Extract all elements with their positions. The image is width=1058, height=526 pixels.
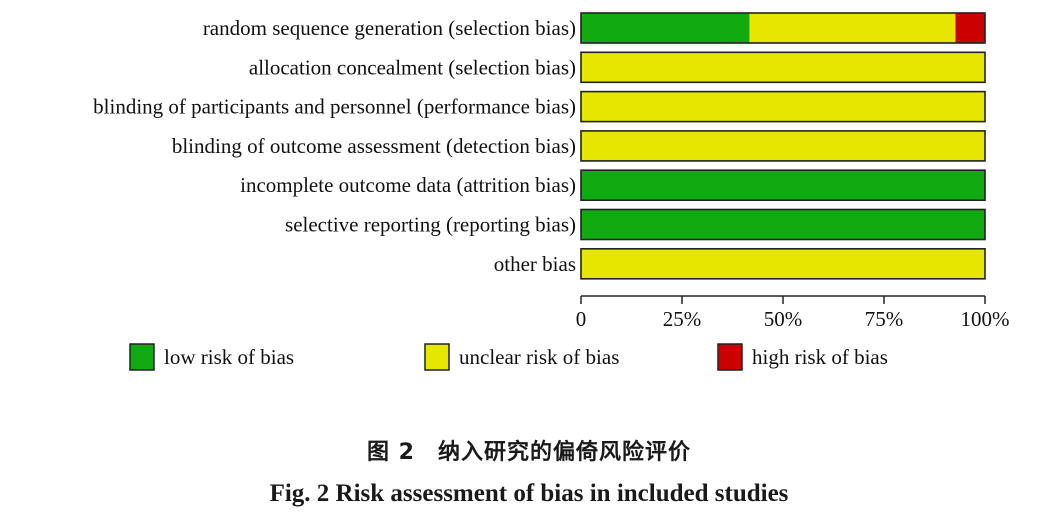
legend: low risk of bias unclear risk of bias high… (129, 343, 888, 371)
legend-swatch (424, 343, 450, 371)
bar-outline (580, 248, 986, 280)
legend-label: low risk of bias (164, 345, 294, 369)
bar-outline (580, 12, 986, 44)
x-axis: 0 25% 50% 75% 100% (576, 295, 1010, 331)
bar-segment (955, 13, 985, 43)
legend-swatch (129, 343, 155, 371)
category-label: random sequence generation (selection bi… (203, 16, 576, 40)
bar-segment (581, 13, 750, 43)
category-label: blinding of outcome assessment (detectio… (172, 134, 576, 158)
legend-label: high risk of bias (752, 345, 888, 369)
category-label: incomplete outcome data (attrition bias) (240, 173, 576, 197)
risk-of-bias-chart: random sequence generation (selection bi… (93, 12, 1010, 371)
bar-segment (581, 209, 985, 240)
category-label: blinding of participants and personnel (… (93, 95, 576, 119)
bar-outline (580, 208, 986, 241)
figure-caption-english: Fig. 2 Risk assessment of bias in includ… (269, 480, 789, 507)
category-labels: random sequence generation (selection bi… (93, 16, 576, 276)
legend-swatch (717, 343, 743, 371)
category-label: selective reporting (reporting bias) (285, 213, 576, 237)
category-label: other bias (494, 252, 576, 276)
bar-segment (581, 130, 985, 161)
category-label: allocation concealment (selection bias) (249, 55, 576, 79)
bar-segment (581, 248, 985, 279)
bar-outline (580, 130, 986, 162)
x-tick-label: 0 (576, 307, 587, 331)
bars-group (580, 12, 986, 280)
x-tick-label: 75% (865, 307, 904, 331)
bar-segment (581, 170, 985, 201)
x-tick-label: 50% (764, 307, 803, 331)
legend-label: unclear risk of bias (459, 345, 619, 369)
bar-segment (581, 91, 985, 122)
figure-caption-chinese: 图 2 纳入研究的偏倚风险评价 (367, 440, 691, 465)
bar-outline (580, 51, 986, 84)
bar-outline (580, 169, 986, 201)
x-tick-label: 100% (961, 307, 1010, 331)
bar-segment (581, 52, 985, 83)
bar-outline (580, 90, 986, 123)
x-tick-label: 25% (663, 307, 702, 331)
bar-segment (749, 13, 956, 43)
